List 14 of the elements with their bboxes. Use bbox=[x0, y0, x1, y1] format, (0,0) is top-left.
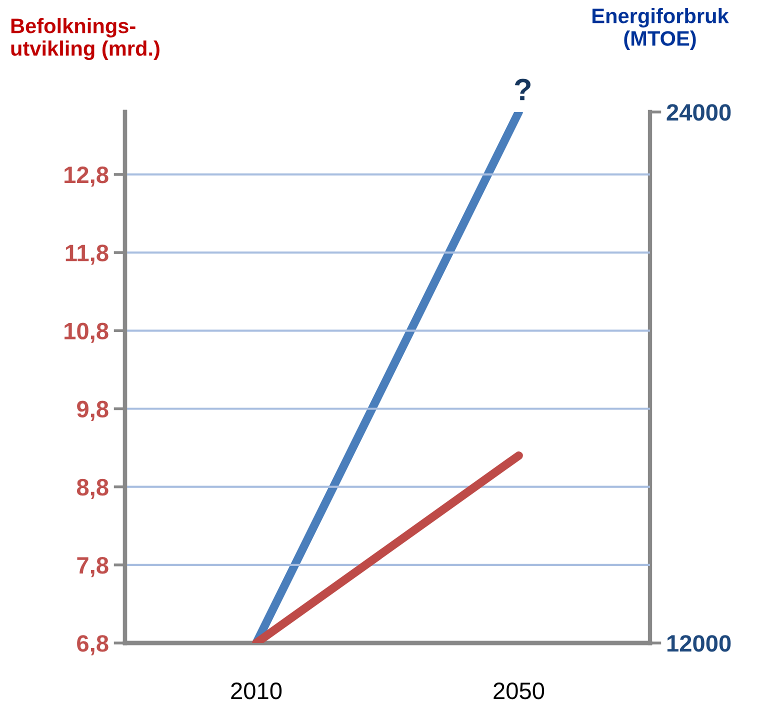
y2-tick-label: 24000 bbox=[666, 104, 731, 121]
x-tick-label: 2050 bbox=[494, 682, 544, 700]
text: ? bbox=[514, 78, 530, 100]
y-tick-label: 7,8 bbox=[77, 556, 108, 578]
y2-tick-label: 12000 bbox=[667, 635, 731, 652]
x-tick-label: 2010 bbox=[231, 682, 282, 700]
y-tick-label: 12,8 bbox=[64, 166, 108, 187]
y-tick-label: 6,8 bbox=[77, 635, 108, 656]
y-tick-label: 9,8 bbox=[77, 400, 108, 421]
y-tick-label: 11,8 bbox=[66, 244, 108, 265]
y-tick-label: 8,8 bbox=[76, 478, 108, 500]
y-tick-label: 10,8 bbox=[64, 322, 108, 343]
y2-axis-title: Energiforbruk (MTOE) bbox=[592, 8, 729, 50]
y-axis-title: Befolknings- utvikling (mrd.) bbox=[11, 18, 160, 60]
